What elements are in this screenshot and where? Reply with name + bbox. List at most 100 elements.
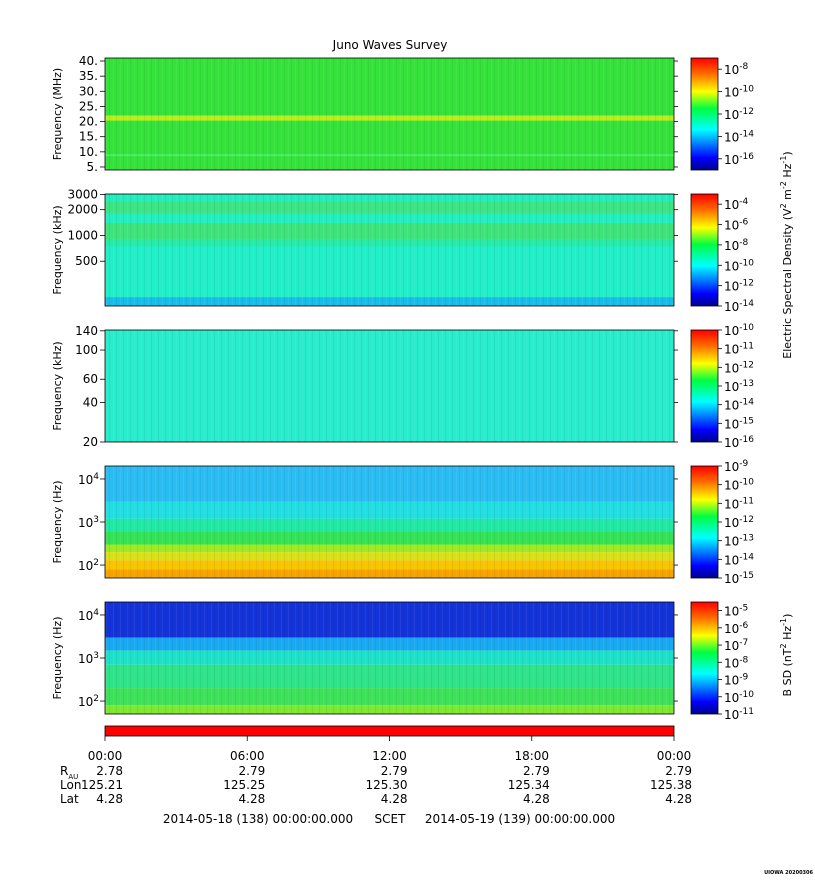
- ephemeris-value: 125.34: [508, 778, 550, 792]
- y-tick-label: 20: [83, 435, 98, 449]
- start-time: 2014-05-18 (138) 00:00:00.000: [163, 812, 353, 826]
- ephemeris-row-label: Lat: [60, 792, 79, 806]
- spectrogram-panel: 20 40 60 100 140 Frequency (kHz) 10-16 10-15 10-…: [51, 323, 754, 450]
- colorbar-tick-label: 10-12: [724, 107, 754, 122]
- colorbar-tick-label: 10-10: [724, 258, 754, 273]
- spectrogram-panel: 102 103 104 Frequency (Hz) 10-15 10-14 10-13 10…: [51, 459, 754, 586]
- y-tick-label: 102: [78, 694, 99, 709]
- y-axis-title: Frequency (Hz): [51, 617, 64, 700]
- ephemeris-value: 2.79: [381, 764, 408, 778]
- ephemeris-value: 125.21: [81, 778, 123, 792]
- panel-frame: [104, 329, 675, 443]
- y-tick-label: 3000: [67, 188, 98, 202]
- y-tick-label: 30.: [79, 84, 98, 98]
- ephemeris-value: 2.79: [665, 764, 692, 778]
- y-axis-title: Frequency (kHz): [51, 205, 64, 294]
- ephemeris-value: 125.38: [650, 778, 692, 792]
- end-time: 2014-05-19 (139) 00:00:00.000: [425, 812, 615, 826]
- colorbar-tick-label: 10-14: [724, 129, 754, 144]
- spectrogram-panel: 5.10.15.20. 25.30.35.40. Frequency (MHz) 10…: [51, 54, 754, 174]
- y-tick-label: 104: [78, 472, 99, 487]
- colorbar-tick-label: 10-6: [724, 621, 749, 636]
- colorbar-tick-label: 10-9: [724, 673, 749, 688]
- panel-frame: [104, 193, 675, 307]
- colorbar: [690, 193, 719, 307]
- time-tick-label: 06:00: [230, 749, 265, 763]
- time-tick-label: 12:00: [372, 749, 407, 763]
- footer-stamp: UIOWA 20200306: [764, 870, 813, 876]
- time-axis: 00:00 06:00 12:00 18:00 00:00 RAU 2.78 2.79 2.79…: [60, 736, 692, 806]
- ephemeris-value: 4.28: [239, 792, 266, 806]
- y-tick-label: 103: [78, 651, 99, 666]
- colorbar-tick-label: 10-6: [724, 218, 749, 233]
- ephemeris-value: 2.79: [523, 764, 550, 778]
- colorbar-tick-label: 10-8: [724, 62, 749, 77]
- electric-colorbar-label: Electric Spectral Density (V2 m-2 Hz-1): [779, 151, 794, 358]
- status-bar: [104, 725, 675, 737]
- colorbar-tick-label: 10-10: [724, 478, 754, 493]
- ephemeris-value: 2.78: [96, 764, 123, 778]
- y-axis-title: Frequency (Hz): [51, 481, 64, 564]
- spectrogram-panel: 102 103 104 Frequency (Hz) 10-11 10-10 10-9 10-…: [51, 601, 754, 722]
- ephemeris-value: 2.79: [239, 764, 266, 778]
- colorbar-tick-label: 10-10: [724, 85, 754, 100]
- colorbar-tick-label: 10-7: [724, 638, 748, 653]
- y-tick-label: 10.: [79, 145, 98, 159]
- colorbar-tick-label: 10-4: [724, 197, 749, 212]
- colorbar-tick-label: 10-12: [724, 279, 754, 294]
- colorbar-tick-label: 10-14: [724, 552, 754, 567]
- y-tick-label: 100: [75, 343, 98, 357]
- colorbar: [690, 57, 719, 171]
- colorbar-tick-label: 10-16: [724, 152, 754, 167]
- y-tick-label: 500: [75, 254, 98, 268]
- y-tick-label: 1000: [67, 228, 98, 242]
- figure-title: Juno Waves Survey: [332, 38, 448, 52]
- y-tick-label: 15.: [79, 130, 98, 144]
- y-axis-title: Frequency (kHz): [51, 341, 64, 430]
- y-tick-label: 140: [75, 324, 98, 338]
- y-tick-label: 2000: [67, 203, 98, 217]
- colorbar-tick-label: 10-11: [724, 707, 754, 722]
- colorbar-tick-label: 10-16: [724, 435, 754, 450]
- ephemeris-value: 125.25: [223, 778, 265, 792]
- colorbar-tick-label: 10-15: [724, 571, 754, 586]
- colorbar-tick-label: 10-11: [724, 496, 754, 511]
- ephemeris-row-label: RAU: [60, 764, 78, 781]
- y-tick-label: 102: [78, 558, 99, 573]
- spectral-texture: [105, 602, 674, 714]
- colorbar-tick-label: 10-5: [724, 604, 748, 619]
- colorbar-tick-label: 10-13: [724, 379, 754, 394]
- panel-frame: [104, 57, 675, 171]
- spectral-texture: [105, 194, 674, 306]
- time-tick-label: 00:00: [657, 749, 692, 763]
- y-tick-label: 104: [78, 608, 99, 623]
- y-tick-label: 35.: [79, 69, 98, 83]
- ephemeris-row-label: Lon: [60, 778, 81, 792]
- ephemeris-value: 4.28: [381, 792, 408, 806]
- colorbar-tick-label: 10-8: [724, 238, 749, 253]
- y-tick-label: 60: [83, 372, 98, 386]
- y-tick-label: 5.: [87, 160, 98, 174]
- colorbar: [690, 465, 719, 579]
- colorbar-tick-label: 10-15: [724, 416, 754, 431]
- colorbar-tick-label: 10-14: [724, 398, 754, 413]
- colorbar-tick-label: 10-14: [724, 299, 754, 314]
- y-tick-label: 103: [78, 515, 99, 530]
- spectral-texture: [105, 466, 674, 578]
- y-tick-label: 40: [83, 395, 98, 409]
- colorbar-tick-label: 10-12: [724, 360, 754, 375]
- colorbar-tick-label: 10-12: [724, 515, 754, 530]
- time-frame: SCET: [375, 812, 407, 826]
- bsd-colorbar-label: B SD (nT2 Hz-1): [779, 614, 794, 697]
- y-tick-label: 20.: [79, 115, 98, 129]
- ephemeris-value: 4.28: [523, 792, 550, 806]
- colorbar-tick-label: 10-9: [724, 459, 749, 474]
- ephemeris-value: 4.28: [665, 792, 692, 806]
- spectral-texture: [105, 330, 674, 442]
- colorbar-tick-label: 10-8: [724, 655, 749, 670]
- colorbar: [690, 329, 719, 443]
- spectral-texture: [105, 58, 674, 170]
- time-tick-label: 18:00: [514, 749, 549, 763]
